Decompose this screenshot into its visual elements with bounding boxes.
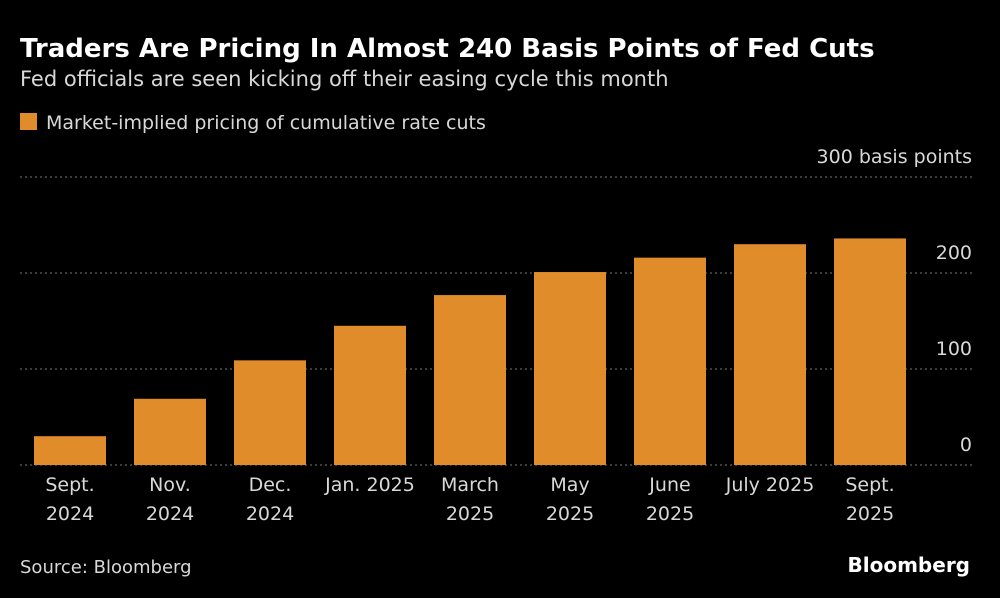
bar — [534, 272, 606, 465]
bar — [834, 238, 906, 465]
brand: Bloomberg — [848, 553, 970, 577]
y-tick-label: 100 — [936, 338, 972, 360]
bar — [434, 295, 506, 465]
chart-title: Traders Are Pricing In Almost 240 Basis … — [20, 34, 875, 64]
x-tick-label: July 2025 — [725, 474, 815, 496]
source: Source: Bloomberg — [20, 557, 192, 578]
x-tick-label: Sept. 2024 — [45, 474, 95, 525]
bar — [134, 398, 206, 465]
x-tick-label: May 2025 — [545, 474, 595, 525]
bar — [734, 244, 806, 465]
bar — [334, 325, 406, 465]
y-tick-label: 300 basis points — [817, 146, 972, 168]
bar — [634, 257, 706, 465]
x-tick-label: Dec. 2024 — [245, 474, 295, 525]
bar — [34, 436, 106, 465]
x-tick-label: Sept. 2025 — [845, 474, 895, 525]
x-tick-label: Jan. 2025 — [325, 474, 415, 496]
chart-subtitle: Fed officials are seen kicking off their… — [20, 67, 669, 91]
x-tick-label: March 2025 — [441, 474, 499, 525]
x-tick-label: June 2025 — [645, 474, 695, 525]
y-tick-label: 200 — [936, 242, 972, 264]
legend-swatch — [20, 113, 37, 130]
bar — [234, 360, 306, 465]
legend-label: Market-implied pricing of cumulative rat… — [46, 112, 486, 134]
x-tick-label: Nov. 2024 — [145, 474, 195, 525]
y-tick-label: 0 — [960, 434, 972, 456]
